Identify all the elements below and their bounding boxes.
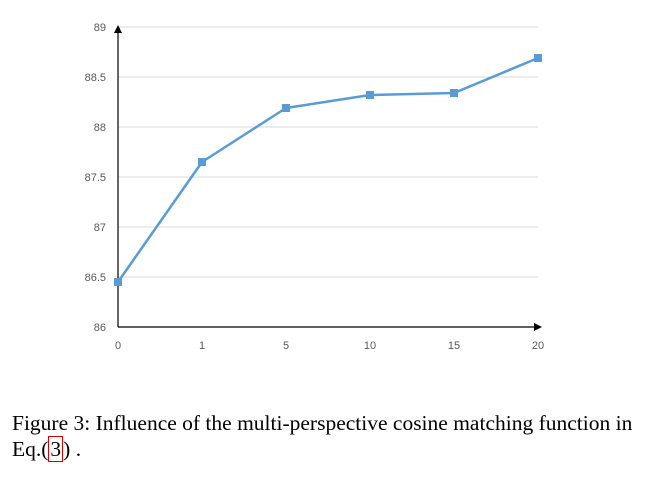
caption-end: ) .	[63, 437, 82, 461]
y-tick-label: 86.5	[85, 272, 106, 284]
x-axis-arrow-icon	[534, 323, 542, 331]
y-axis-arrow-icon	[114, 25, 122, 33]
data-point-marker	[282, 104, 290, 112]
data-point-marker	[450, 89, 458, 97]
data-point-marker	[534, 54, 542, 62]
x-tick-label: 10	[364, 340, 376, 352]
x-tick-label: 1	[199, 340, 205, 352]
y-tick-label: 89	[94, 22, 106, 34]
axes	[114, 25, 542, 331]
data-point-marker	[114, 278, 122, 286]
x-tick-label: 15	[448, 340, 460, 352]
data-point-marker	[366, 91, 374, 99]
series-group	[114, 54, 542, 286]
x-tick-label: 5	[283, 340, 289, 352]
series-line	[116, 56, 539, 283]
figure-caption: Figure 3: Influence of the multi-perspec…	[12, 410, 638, 462]
y-tick-label: 87	[94, 222, 106, 234]
x-tick-label: 20	[532, 340, 544, 352]
y-tick-labels: 86 86.5 87 87.5 88 88.5 89	[85, 22, 106, 334]
gridlines	[118, 26, 538, 278]
caption-text: Figure 3: Influence of the multi-perspec…	[12, 411, 633, 461]
x-tick-labels: 0 1 5 10 15 20	[115, 340, 544, 352]
y-tick-label: 88.5	[85, 72, 106, 84]
y-tick-label: 86	[94, 322, 106, 334]
y-tick-label: 87.5	[85, 172, 106, 184]
y-tick-label: 88	[94, 122, 106, 134]
data-point-marker	[198, 158, 206, 166]
x-tick-label: 0	[115, 340, 121, 352]
equation-reference-link[interactable]: 3	[48, 436, 64, 462]
